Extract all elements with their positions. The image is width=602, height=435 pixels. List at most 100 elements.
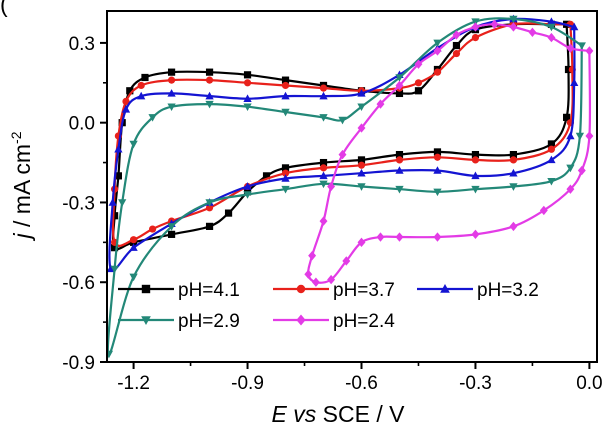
data-point <box>471 18 480 26</box>
legend-label: pH=2.4 <box>333 311 395 332</box>
data-point <box>471 171 480 180</box>
data-point <box>566 131 575 140</box>
legend-item-ph-2-9: pH=2.9 <box>118 311 240 332</box>
data-point <box>129 236 138 244</box>
data-point <box>167 103 176 112</box>
x-tick-label: -0.6 <box>345 373 378 394</box>
legend-item-ph-3-2: pH=3.2 <box>417 280 539 301</box>
data-point <box>281 91 290 100</box>
data-point <box>471 229 480 240</box>
data-point <box>205 100 214 109</box>
data-point <box>357 237 366 248</box>
data-point <box>376 99 385 109</box>
data-point <box>304 269 313 279</box>
y-tick-label: -0.3 <box>62 193 95 214</box>
data-point <box>376 232 385 242</box>
data-point <box>281 108 290 117</box>
data-point <box>395 80 404 91</box>
data-point <box>433 39 442 48</box>
data-point <box>433 188 442 197</box>
data-point <box>281 76 290 84</box>
data-point <box>395 185 404 194</box>
data-point <box>281 174 290 182</box>
y-tick-label: -0.9 <box>62 353 95 374</box>
data-point <box>577 165 586 176</box>
x-tick-label: -0.9 <box>231 373 264 394</box>
data-point <box>342 256 351 266</box>
y-axis-title-italic: j <box>9 233 35 242</box>
data-point <box>311 277 320 287</box>
data-point <box>319 216 328 226</box>
data-point <box>137 91 146 100</box>
data-point <box>563 113 571 121</box>
data-point <box>205 91 214 100</box>
data-point <box>129 243 138 251</box>
data-point <box>205 204 214 212</box>
data-point <box>357 183 366 191</box>
data-point <box>585 46 594 56</box>
data-point <box>243 94 252 102</box>
data-point <box>357 161 366 169</box>
data-point <box>243 182 252 190</box>
legend-marker <box>296 314 306 326</box>
data-point <box>433 148 442 156</box>
legend-label: pH=3.7 <box>333 280 395 301</box>
data-point <box>338 149 347 160</box>
data-point <box>547 23 556 32</box>
data-point <box>509 15 518 24</box>
data-point <box>224 209 233 217</box>
data-point <box>509 168 518 177</box>
series-line-ph-4-1 <box>111 22 570 251</box>
data-point <box>167 89 176 97</box>
data-point <box>509 156 518 164</box>
x-tick-label: -1.2 <box>117 373 150 394</box>
data-point <box>129 273 138 282</box>
data-point <box>547 145 556 153</box>
data-point <box>433 46 442 56</box>
data-point <box>414 87 423 95</box>
plot-area <box>107 14 594 359</box>
data-point <box>114 172 122 180</box>
data-point <box>395 150 404 159</box>
y-axis-title-rest: / mA cm <box>9 144 35 233</box>
data-point <box>141 73 149 82</box>
data-point <box>577 42 586 50</box>
y-tick-label: -0.6 <box>62 273 95 294</box>
axes-frame <box>106 10 598 363</box>
data-point <box>547 177 556 186</box>
y-axis-title: j / mA cm-2 <box>8 131 35 241</box>
data-point <box>243 191 252 199</box>
data-point <box>107 264 115 273</box>
data-point <box>110 244 119 252</box>
data-point <box>575 132 585 141</box>
data-point <box>452 49 461 58</box>
data-point <box>395 89 404 98</box>
data-point <box>148 225 157 233</box>
data-point <box>243 71 252 79</box>
data-point <box>471 150 480 159</box>
x-axis-title: E vs SCE / V <box>272 401 406 427</box>
data-point <box>528 27 537 37</box>
data-point <box>262 172 271 180</box>
series-ph-2-9 <box>107 15 586 359</box>
data-point <box>243 103 252 112</box>
data-point <box>319 114 328 122</box>
data-point <box>570 78 579 87</box>
data-point <box>547 32 556 43</box>
data-point <box>319 180 328 189</box>
data-point <box>205 222 214 230</box>
data-point <box>338 116 347 125</box>
series-ph-2-4 <box>304 19 594 287</box>
data-point <box>490 19 499 29</box>
data-point <box>433 153 442 161</box>
data-point <box>129 140 138 149</box>
legend-label: pH=3.2 <box>477 280 539 301</box>
data-point <box>547 155 556 164</box>
data-point <box>167 230 176 238</box>
legend-marker <box>296 284 306 294</box>
data-point <box>471 22 480 32</box>
x-tick-label: 0.0 <box>576 373 602 394</box>
data-point <box>547 17 556 25</box>
data-point <box>281 164 290 172</box>
panel-label: ( <box>0 0 8 17</box>
